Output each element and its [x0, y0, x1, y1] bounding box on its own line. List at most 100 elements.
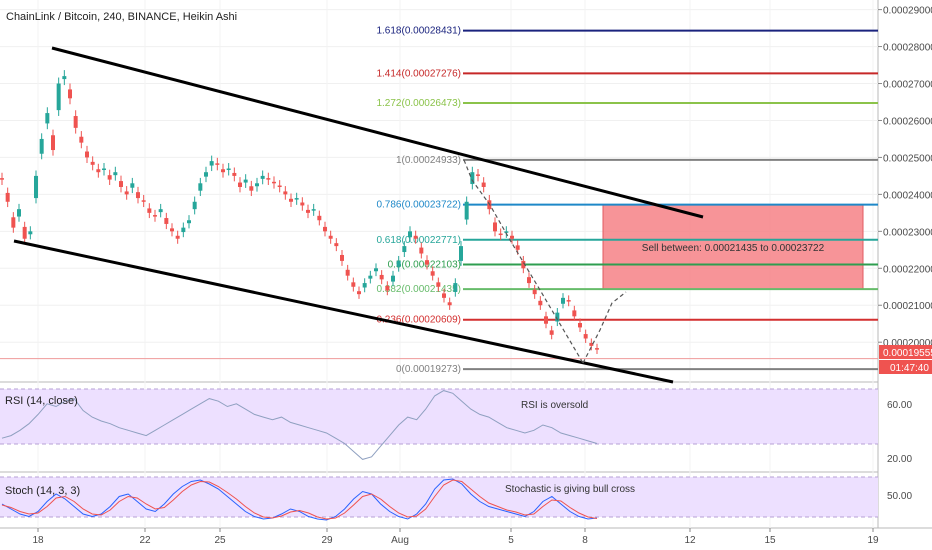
projection-down[interactable]: [463, 159, 584, 364]
candle-body[interactable]: [141, 200, 146, 202]
candle-body[interactable]: [294, 198, 299, 200]
candle-body[interactable]: [317, 215, 322, 221]
candle-body[interactable]: [430, 271, 435, 276]
candle-body[interactable]: [11, 217, 16, 228]
candle-body[interactable]: [504, 231, 509, 233]
candle-body[interactable]: [510, 235, 514, 239]
candle-body[interactable]: [90, 161, 95, 165]
candle-body[interactable]: [289, 198, 293, 202]
candle-body[interactable]: [334, 243, 339, 247]
candle-body[interactable]: [345, 269, 350, 276]
candle-body[interactable]: [175, 235, 180, 239]
candle-body[interactable]: [549, 330, 554, 335]
candle-body[interactable]: [17, 209, 21, 217]
candle-body[interactable]: [300, 202, 305, 206]
candle-body[interactable]: [459, 246, 463, 261]
candle-body[interactable]: [158, 209, 163, 213]
candle-body[interactable]: [464, 201, 469, 220]
fibonacci-levels[interactable]: 1.618(0.00028431) 1.414(0.00027276) 1.272(…: [376, 26, 878, 375]
candle-body[interactable]: [238, 182, 242, 187]
candle-body[interactable]: [96, 169, 101, 173]
candle-body[interactable]: [260, 175, 265, 179]
candle-body[interactable]: [357, 291, 361, 295]
candle-body[interactable]: [56, 83, 61, 111]
candle-body[interactable]: [192, 201, 197, 210]
candle-body[interactable]: [107, 175, 112, 180]
candle-body[interactable]: [22, 226, 27, 239]
candle-body[interactable]: [215, 163, 220, 165]
candle-body[interactable]: [419, 247, 424, 254]
candle-body[interactable]: [147, 208, 152, 213]
candle-body[interactable]: [425, 260, 429, 265]
candle-body[interactable]: [396, 260, 401, 267]
candle-body[interactable]: [572, 310, 577, 317]
candle-body[interactable]: [249, 186, 254, 191]
candle-body[interactable]: [544, 316, 548, 324]
price-axis[interactable]: 0.00029000 0.00028000 0.00027000 0.00026000…: [878, 6, 932, 350]
candle-body[interactable]: [311, 209, 316, 211]
candle-body[interactable]: [578, 322, 582, 328]
candle-body[interactable]: [532, 289, 537, 295]
candle-body[interactable]: [362, 283, 367, 288]
candle-body[interactable]: [561, 297, 565, 304]
projection-up[interactable]: [582, 291, 627, 364]
candle-body[interactable]: [68, 89, 72, 99]
candle-body[interactable]: [527, 277, 531, 284]
trend-channel[interactable]: [13, 46, 704, 384]
candle-body[interactable]: [351, 282, 356, 287]
candle-body[interactable]: [379, 274, 384, 280]
candle-body[interactable]: [391, 275, 395, 282]
candle-body[interactable]: [181, 227, 186, 233]
candle-body[interactable]: [232, 172, 237, 176]
candle-body[interactable]: [470, 172, 475, 185]
candle-body[interactable]: [34, 175, 38, 199]
lower-trendline[interactable]: [13, 239, 674, 384]
candle-body[interactable]: [130, 183, 135, 188]
candle-body[interactable]: [328, 235, 333, 239]
candle-body[interactable]: [198, 183, 203, 191]
candle-body[interactable]: [221, 169, 225, 173]
candle-body[interactable]: [164, 218, 169, 224]
candle-body[interactable]: [521, 260, 526, 269]
stoch-k-line[interactable]: [1, 478, 598, 521]
stoch-d-line[interactable]: [1, 479, 598, 520]
candle-body[interactable]: [204, 172, 208, 177]
upper-trendline[interactable]: [51, 46, 704, 219]
candle-body[interactable]: [583, 334, 588, 339]
candle-body[interactable]: [266, 178, 271, 180]
candle-body[interactable]: [589, 342, 594, 346]
candle-body[interactable]: [209, 161, 214, 166]
candle-body[interactable]: [277, 185, 282, 188]
candle-body[interactable]: [187, 220, 191, 224]
candle-body[interactable]: [436, 282, 441, 287]
candles[interactable]: [0, 70, 878, 360]
candle-body[interactable]: [79, 136, 84, 143]
candle-body[interactable]: [153, 215, 157, 217]
candle-body[interactable]: [73, 116, 78, 128]
candle-body[interactable]: [408, 231, 412, 238]
candle-body[interactable]: [481, 182, 486, 187]
rsi-line[interactable]: [1, 390, 598, 460]
candle-body[interactable]: [595, 348, 599, 350]
candle-body[interactable]: [119, 181, 123, 187]
candle-body[interactable]: [385, 286, 390, 291]
candle-body[interactable]: [243, 179, 248, 183]
candle-body[interactable]: [62, 76, 67, 80]
candle-body[interactable]: [447, 302, 452, 306]
candle-body[interactable]: [498, 233, 503, 236]
candle-body[interactable]: [102, 168, 106, 171]
candle-body[interactable]: [374, 268, 378, 272]
candle-body[interactable]: [136, 192, 140, 199]
candle-body[interactable]: [113, 172, 118, 176]
candle-body[interactable]: [515, 245, 520, 250]
candle-body[interactable]: [272, 181, 276, 184]
candle-body[interactable]: [5, 192, 10, 202]
candle-body[interactable]: [538, 300, 543, 306]
candle-body[interactable]: [124, 191, 129, 195]
candle-body[interactable]: [476, 174, 480, 176]
candle-body[interactable]: [28, 231, 33, 235]
candle-body[interactable]: [566, 300, 571, 302]
candle-body[interactable]: [45, 113, 50, 124]
candle-body[interactable]: [323, 226, 327, 232]
